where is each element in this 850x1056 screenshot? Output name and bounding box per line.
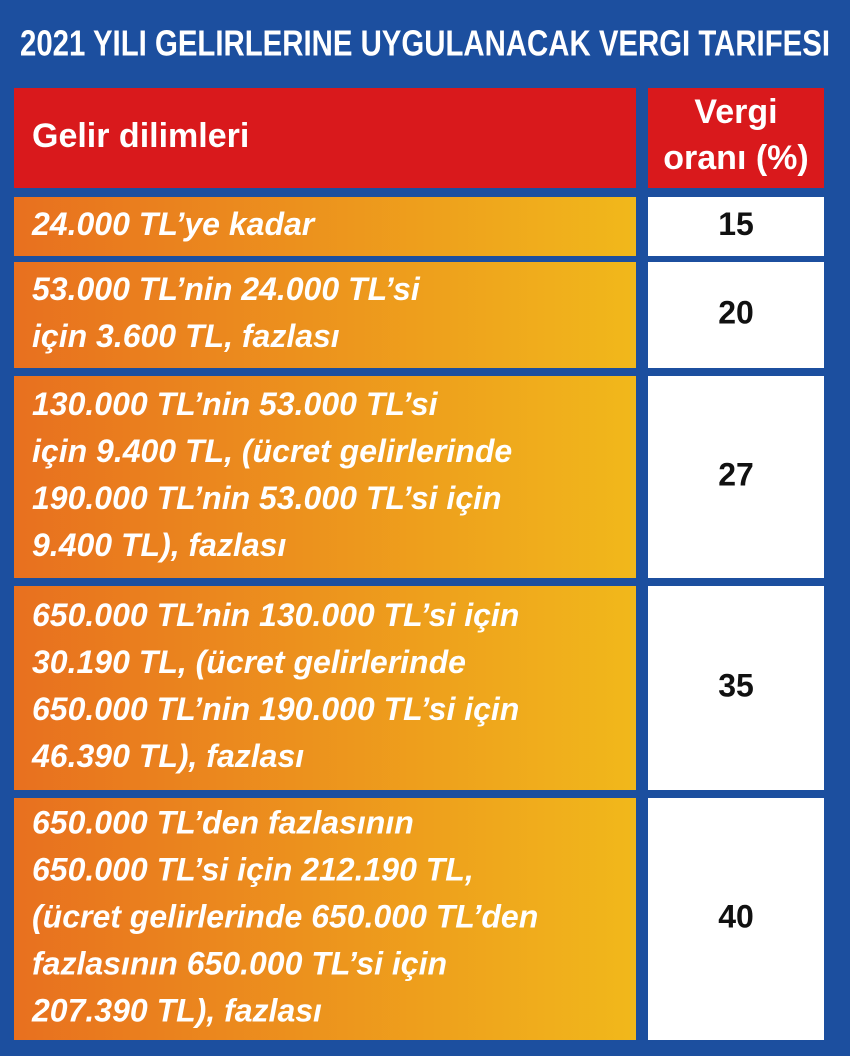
bracket-line: 207.390 TL), fazlası — [31, 992, 322, 1028]
bracket-cell — [14, 798, 636, 1040]
rate-cell — [648, 798, 824, 1040]
rate-value: 27 — [718, 456, 754, 492]
bracket-line: 24.000 TL’ye kadar — [31, 206, 316, 242]
bracket-line: 650.000 TL’nin 190.000 TL’si için — [32, 691, 519, 727]
bracket-line: için 9.400 TL, (ücret gelirlerinde — [32, 433, 512, 469]
header-rate: Vergi — [694, 93, 777, 131]
bracket-line: 650.000 TL’den fazlasının — [32, 804, 414, 840]
bracket-line: 30.190 TL, (ücret gelirlerinde — [32, 644, 466, 680]
bracket-line: 53.000 TL’nin 24.000 TL’si — [32, 271, 421, 307]
header-cell — [648, 88, 824, 188]
bracket-cell — [14, 197, 636, 256]
rate-value: 20 — [718, 294, 754, 330]
rate-cell — [648, 586, 824, 790]
bracket-cell — [14, 586, 636, 790]
bracket-line: 190.000 TL’nin 53.000 TL’si için — [32, 480, 502, 516]
bracket-cell — [14, 262, 636, 368]
bracket-line: 130.000 TL’nin 53.000 TL’si — [32, 386, 439, 422]
bracket-line: 650.000 TL’nin 130.000 TL’si için — [32, 597, 519, 633]
header-cell — [14, 88, 636, 188]
bracket-line: 9.400 TL), fazlası — [32, 527, 286, 563]
rate-value: 35 — [718, 667, 754, 703]
rate-cell — [648, 376, 824, 578]
bracket-cell — [14, 376, 636, 578]
header-rate: oranı (%) — [663, 139, 808, 177]
header-bracket: Gelir dilimleri — [32, 117, 249, 155]
rate-cell — [648, 262, 824, 368]
bracket-line: (ücret gelirlerinde 650.000 TL’den — [32, 898, 538, 934]
bracket-line: 46.390 TL), fazlası — [31, 738, 304, 774]
bracket-line: için 3.600 TL, fazlası — [32, 318, 340, 354]
title: 2021 YILI GELIRLERINE UYGULANACAK VERGI … — [20, 23, 830, 64]
rate-cell — [648, 197, 824, 256]
rate-value: 40 — [718, 898, 754, 934]
bracket-line: fazlasının 650.000 TL’si için — [32, 945, 447, 981]
rate-value: 15 — [718, 206, 754, 242]
bracket-line: 650.000 TL’si için 212.190 TL, — [32, 851, 474, 887]
